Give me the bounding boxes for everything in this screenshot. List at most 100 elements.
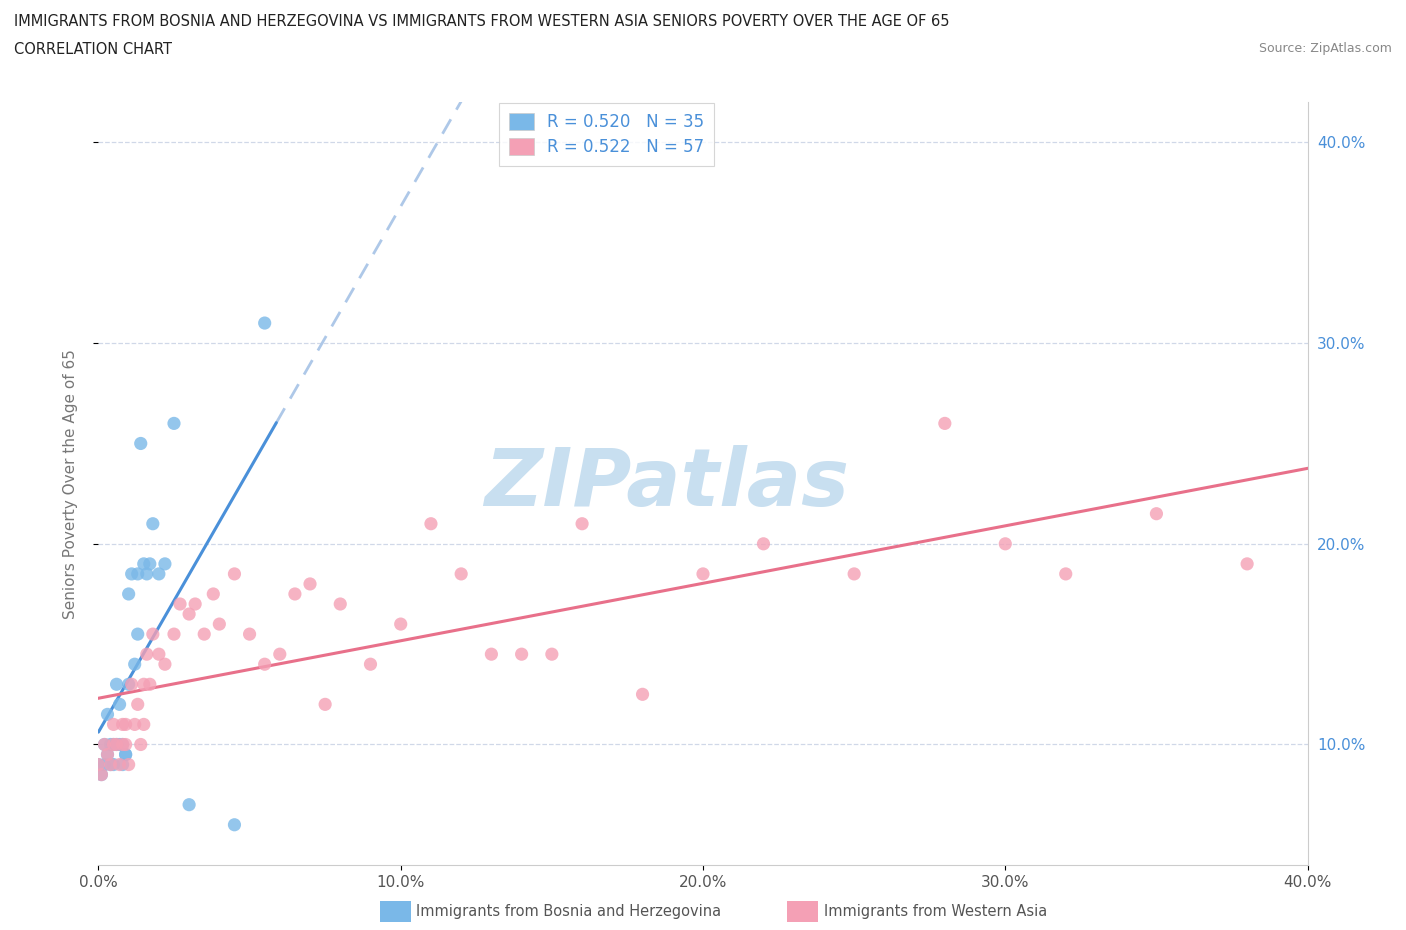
Point [100,757,122,772]
Point [121,677,143,692]
Text: Immigrants from Western Asia: Immigrants from Western Asia [824,904,1047,919]
Point [108,697,131,711]
Point [224,817,246,832]
Point [153,556,176,571]
Text: Immigrants from Bosnia and Herzegovina: Immigrants from Bosnia and Herzegovina [416,904,721,919]
Point [132,556,155,571]
Point [202,587,225,602]
Point [420,516,443,531]
Point [692,566,714,581]
Point [184,596,207,611]
Point [253,315,276,330]
Point [118,677,141,692]
Point [96,747,118,762]
Point [96,747,118,762]
Point [114,717,136,732]
Point [132,717,155,732]
Point [752,537,775,551]
Point [114,747,136,762]
Point [93,737,115,752]
Point [481,646,503,661]
Point [121,566,143,581]
Point [87,757,110,772]
Point [631,687,654,702]
Point [90,767,112,782]
Point [105,737,128,752]
Point [1236,556,1258,571]
Point [129,737,152,752]
Point [179,606,201,621]
Point [103,737,125,752]
Point [100,757,122,772]
Point [124,717,146,732]
Point [111,737,134,752]
Point [163,627,186,642]
Point [135,646,157,661]
Point [360,657,382,671]
Point [224,566,246,581]
Point [239,627,262,642]
Point [132,677,155,692]
Legend: R = 0.520   N = 35, R = 0.522   N = 57: R = 0.520 N = 35, R = 0.522 N = 57 [499,103,714,166]
Point [994,537,1017,551]
Point [103,717,125,732]
Point [108,757,131,772]
Point [103,737,125,752]
Point [179,797,201,812]
Point [129,436,152,451]
Point [208,617,231,631]
Point [105,737,128,752]
Point [844,566,866,581]
Text: Source: ZipAtlas.com: Source: ZipAtlas.com [1258,42,1392,55]
Point [100,737,122,752]
Point [389,617,412,631]
Point [148,566,170,581]
Text: CORRELATION CHART: CORRELATION CHART [14,42,172,57]
Point [284,587,307,602]
Point [114,737,136,752]
Point [93,737,115,752]
Point [153,657,176,671]
Point [450,566,472,581]
Point [93,757,115,772]
Point [111,717,134,732]
Point [1054,566,1077,581]
Point [163,416,186,431]
Y-axis label: Seniors Poverty Over the Age of 65: Seniors Poverty Over the Age of 65 [63,349,77,618]
Point [127,566,149,581]
Point [269,646,291,661]
Point [139,556,162,571]
Point [934,416,956,431]
Point [299,577,322,591]
Point [111,757,134,772]
Point [142,627,165,642]
Point [253,657,276,671]
Point [118,757,141,772]
Point [127,627,149,642]
Point [1144,506,1167,521]
Point [87,757,110,772]
Point [148,646,170,661]
Point [142,516,165,531]
Point [127,697,149,711]
Point [108,737,131,752]
Point [114,747,136,762]
Point [105,677,128,692]
Point [124,657,146,671]
Point [118,587,141,602]
Point [103,757,125,772]
Point [314,697,336,711]
Point [540,646,562,661]
Point [135,566,157,581]
Point [96,707,118,722]
Point [193,627,215,642]
Point [111,737,134,752]
Point [571,516,593,531]
Point [510,646,533,661]
Point [139,677,162,692]
Text: IMMIGRANTS FROM BOSNIA AND HERZEGOVINA VS IMMIGRANTS FROM WESTERN ASIA SENIORS P: IMMIGRANTS FROM BOSNIA AND HERZEGOVINA V… [14,14,949,29]
Point [169,596,191,611]
Point [90,767,112,782]
Text: ZIPatlas: ZIPatlas [484,445,849,523]
Point [329,596,352,611]
